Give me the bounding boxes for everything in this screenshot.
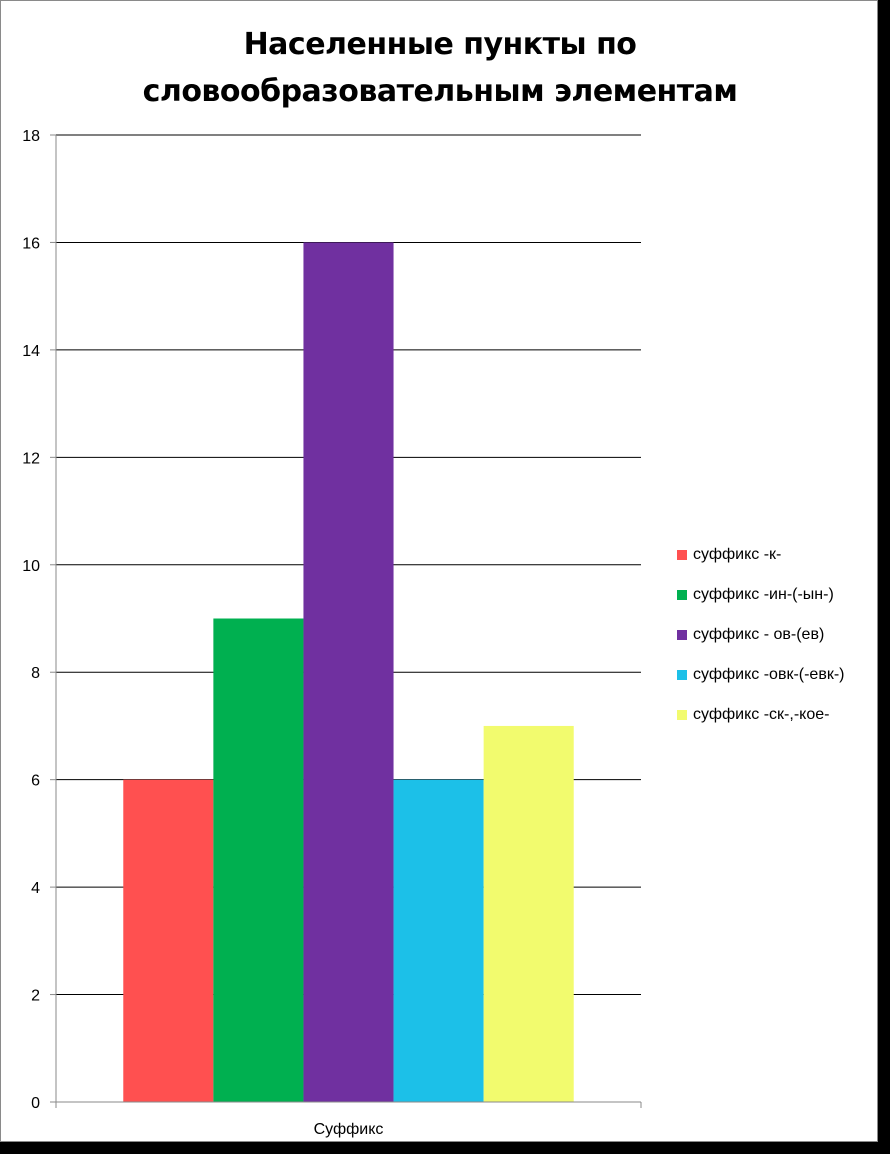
- y-tick-label: 2: [31, 988, 40, 1005]
- bar: [303, 242, 394, 1102]
- bar: [483, 725, 574, 1102]
- y-tick-label: 0: [31, 1095, 40, 1112]
- chart-title: Населенные пункты по словообразовательны…: [1, 21, 879, 115]
- legend-swatch: [677, 590, 687, 600]
- chart-title-line-1: Населенные пункты по: [243, 27, 637, 62]
- legend-swatch: [677, 630, 687, 640]
- legend-swatch: [677, 670, 687, 680]
- plot-area: 0 2 4 6 8 10 12 14 16 18 Суффикс: [22, 128, 642, 1138]
- chart-title-line-2: словообразовательным элементам: [142, 74, 738, 109]
- y-tick-label: 10: [22, 558, 40, 575]
- y-tick-label: 6: [31, 773, 40, 790]
- legend-swatch: [677, 550, 687, 560]
- legend-label: суффикс -ск-,-кое-: [693, 706, 830, 723]
- y-tick-label: 16: [22, 235, 40, 252]
- y-tick-label: 18: [22, 128, 40, 145]
- legend: суффикс -к-суффикс -ин-(-ын-) суффикс - о…: [677, 545, 844, 745]
- bar: [123, 779, 214, 1102]
- bar: [213, 618, 304, 1102]
- legend-label: суффикс -ин-(-ын-): [693, 586, 834, 603]
- legend-label: суффикс -овк-(-евк-): [693, 666, 845, 683]
- legend-item: суффикс - ов-(ев): [677, 625, 844, 645]
- legend-item: суффикс -ск-,-кое-: [677, 705, 844, 725]
- legend-item: суффикс -ин-(-ын-): [677, 585, 844, 605]
- y-tick-label: 8: [31, 665, 40, 682]
- y-tick-label: 14: [22, 343, 40, 360]
- legend-label: суффикс -к-: [693, 546, 782, 563]
- x-tick-label: Суффикс: [314, 1121, 384, 1138]
- y-tick-label: 4: [31, 880, 40, 897]
- legend-swatch: [677, 710, 687, 720]
- bar: [393, 779, 484, 1102]
- legend-label: суффикс - ов-(ев): [693, 626, 825, 643]
- chart-area: Населенные пункты по словообразовательны…: [0, 0, 878, 1142]
- legend-item: суффикс -овк-(-евк-): [677, 665, 844, 685]
- legend-item: суффикс -к-: [677, 545, 844, 565]
- y-tick-label: 12: [22, 450, 40, 467]
